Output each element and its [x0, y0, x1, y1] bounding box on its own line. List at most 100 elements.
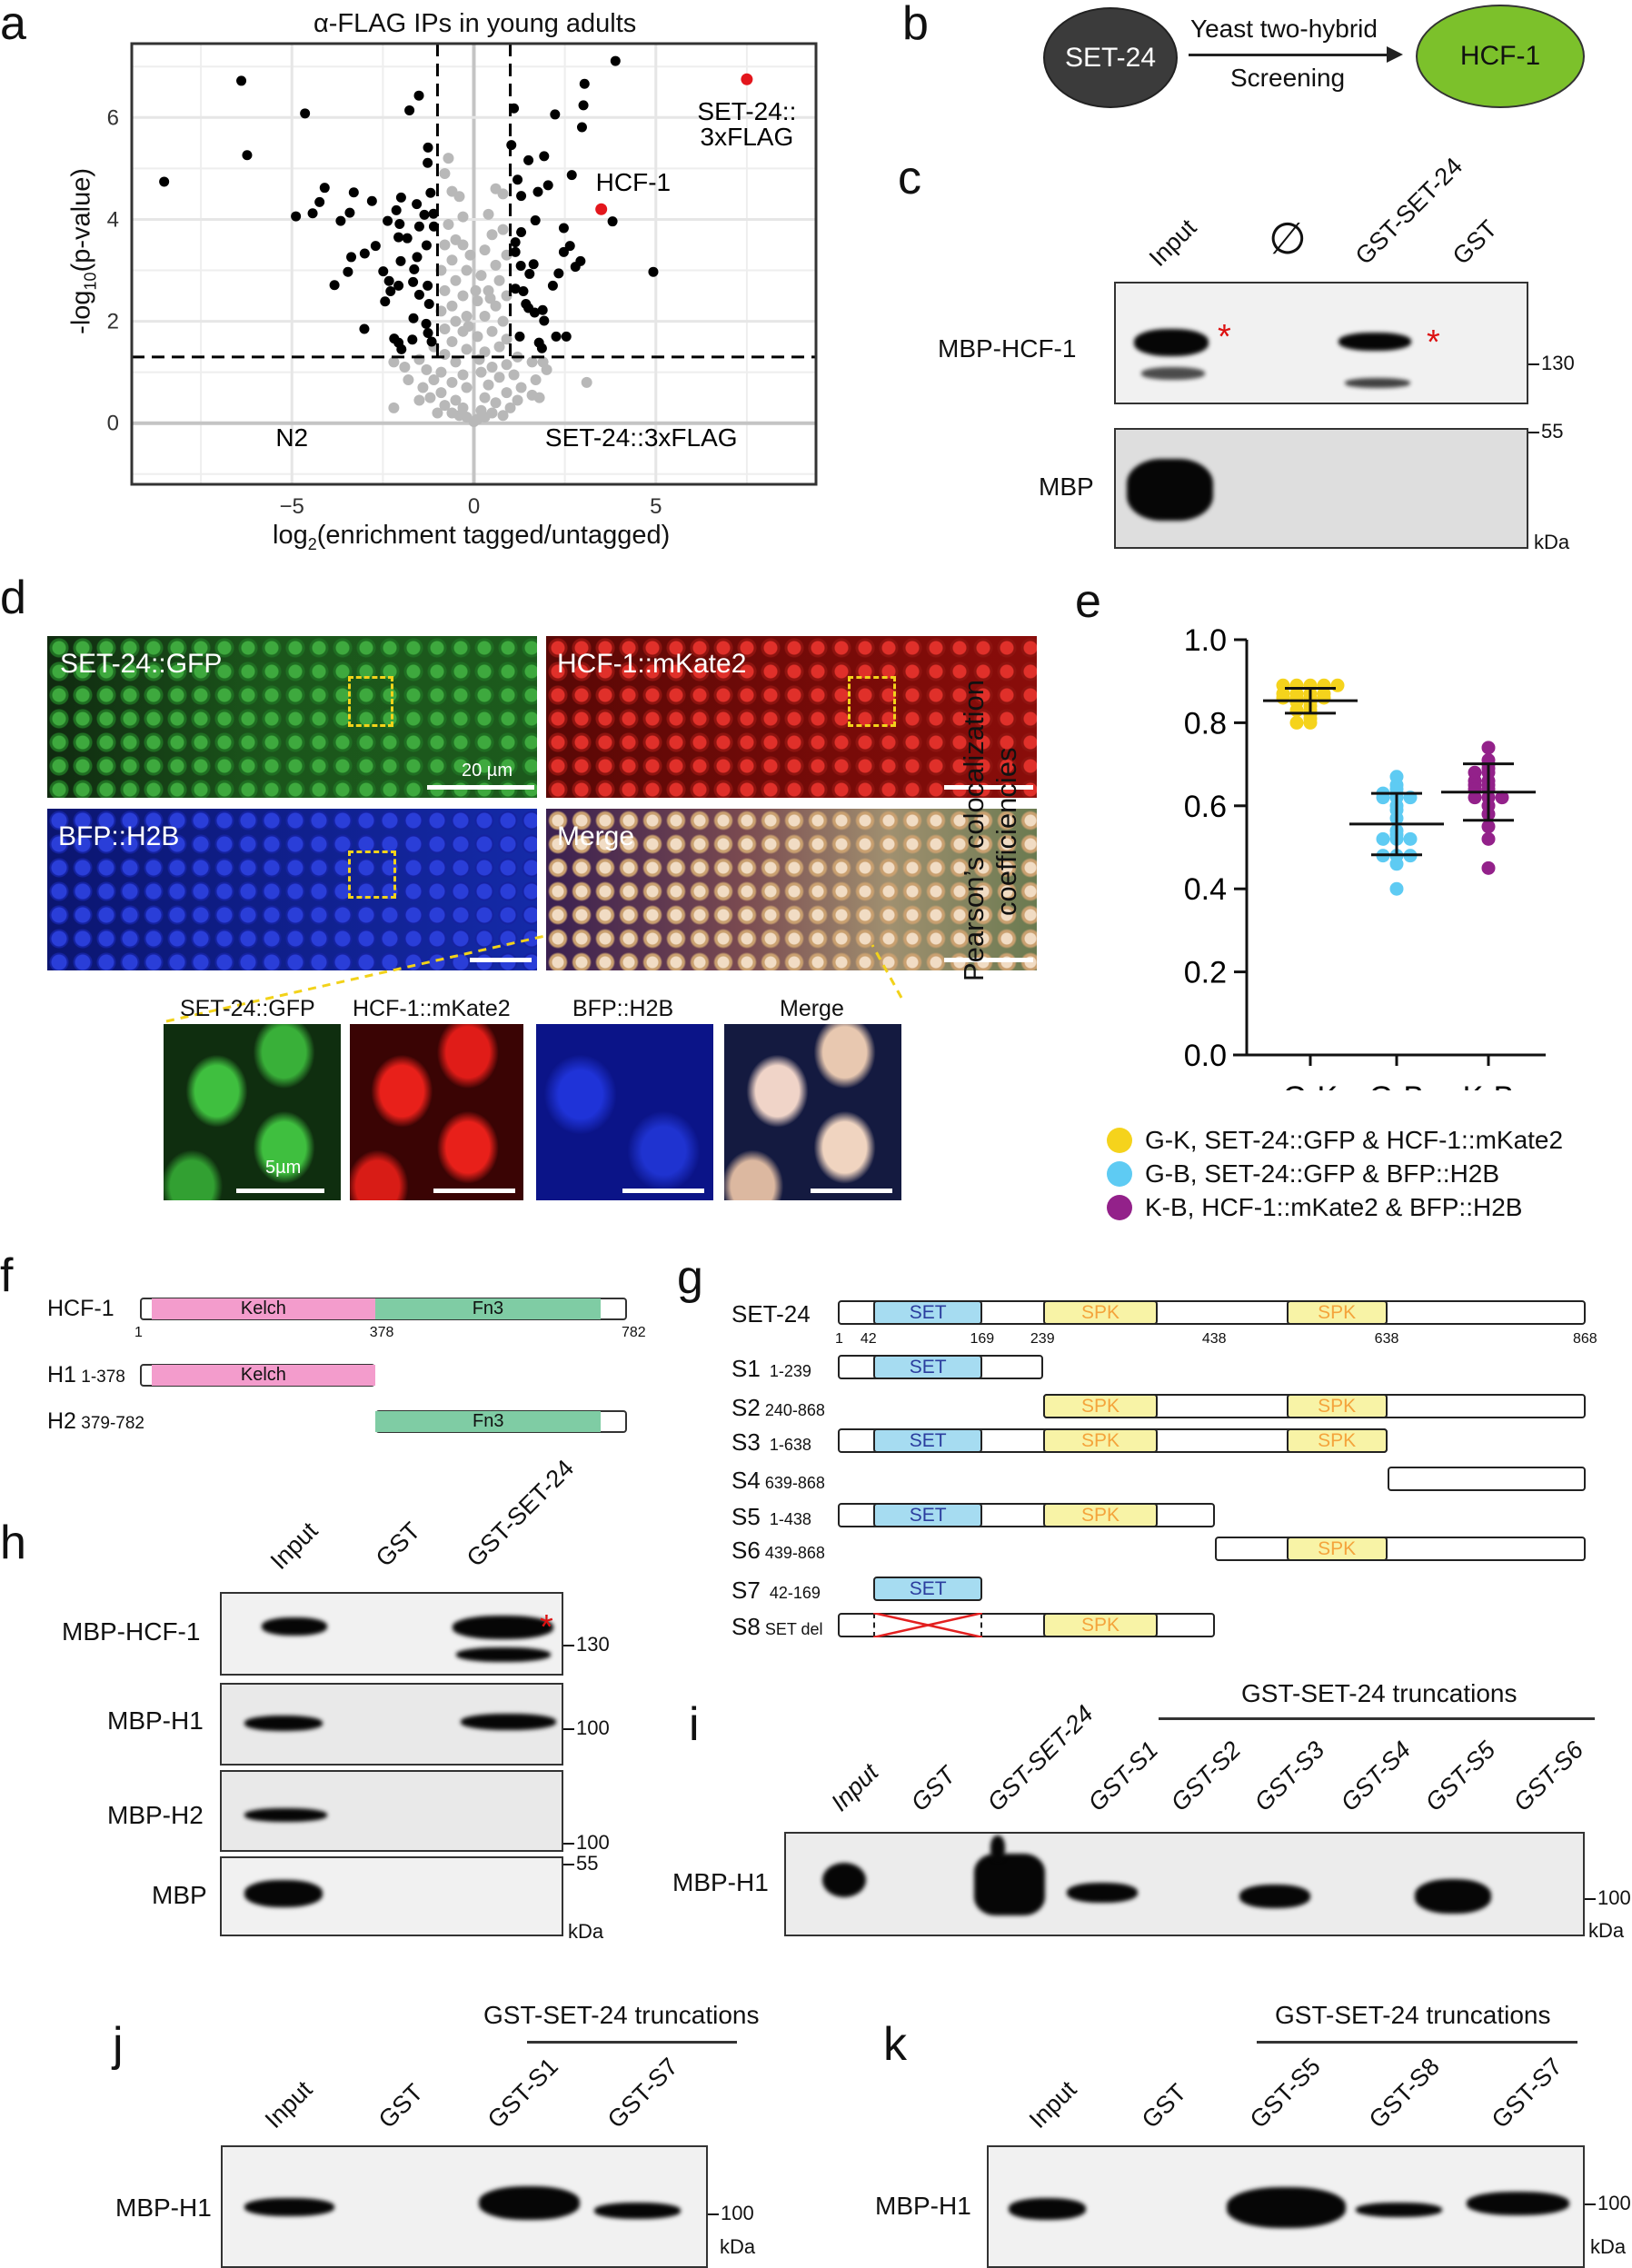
- point-not-significant: [470, 284, 482, 296]
- mw-marker-100: 100: [563, 1833, 610, 1853]
- point-not-significant: [475, 270, 487, 282]
- point-significant: [380, 296, 391, 307]
- point-significant: [515, 260, 526, 271]
- band: [1338, 333, 1411, 351]
- y-tick-label: 0.4: [1184, 872, 1227, 907]
- point-significant: [539, 151, 550, 162]
- point-not-significant: [388, 356, 400, 368]
- point-not-significant: [483, 379, 494, 391]
- legend-swatch: [1107, 1160, 1132, 1187]
- point-not-significant: [493, 341, 505, 353]
- point-significant: [542, 180, 553, 191]
- mw-marker-100: 100: [1585, 2193, 1631, 2213]
- image-title: Merge: [557, 821, 635, 851]
- point-significant: [359, 248, 370, 259]
- row-label-mbp-hcf1: MBP-HCF-1: [938, 334, 1077, 363]
- point-not-significant: [446, 376, 458, 388]
- data-point: [1303, 715, 1318, 730]
- construct-name: S4: [731, 1467, 761, 1494]
- row-label-mbp-h1: MBP-H1: [875, 2192, 971, 2220]
- point-highlighted: [595, 203, 608, 215]
- point-significant: [570, 262, 581, 273]
- point-significant: [426, 336, 437, 347]
- data-point: [1481, 831, 1496, 846]
- lane-label: Input: [1023, 2075, 1082, 2134]
- point-not-significant: [424, 392, 436, 403]
- construct-range: 42-169: [760, 1584, 821, 1602]
- panel-label-a: a: [0, 0, 26, 50]
- point-significant: [512, 174, 523, 185]
- construct-label: S8 SET del: [731, 1613, 823, 1641]
- band: [479, 2186, 580, 2220]
- highlight-label: 3xFLAG: [701, 123, 794, 151]
- point-not-significant: [457, 290, 469, 302]
- scale-bar: [811, 1189, 892, 1193]
- point-not-significant: [453, 191, 465, 203]
- lane-label: GST-S5: [1244, 2052, 1326, 2134]
- point-significant: [343, 266, 353, 277]
- point-significant: [413, 90, 424, 101]
- lane-label: GST-S7: [602, 2052, 683, 2134]
- image-title: SET-24::GFP: [60, 649, 223, 679]
- x-tick-label: 5: [650, 494, 662, 519]
- construct-label: S5 1-438: [731, 1503, 811, 1531]
- point-not-significant: [483, 208, 494, 220]
- zoom-region-box: [348, 676, 393, 727]
- scale-bar-label: 20 µm: [462, 761, 512, 781]
- point-significant: [385, 285, 396, 296]
- residue-tick: 638: [1374, 1331, 1399, 1347]
- point-significant: [413, 221, 424, 232]
- point-significant: [529, 307, 540, 318]
- set24-node: SET-24: [1043, 7, 1178, 108]
- hcf1-node: HCF-1: [1416, 5, 1585, 108]
- point-not-significant: [490, 397, 502, 409]
- construct-name: S6: [731, 1537, 761, 1564]
- scale-bar: [944, 958, 1033, 962]
- residue-tick: 868: [1573, 1331, 1597, 1347]
- residue-tick: 1: [134, 1325, 143, 1340]
- point-significant: [404, 104, 415, 115]
- data-point: [1330, 678, 1345, 692]
- point-not-significant: [479, 244, 491, 256]
- point-significant: [412, 199, 423, 210]
- construct-label: S7 42-169: [731, 1577, 821, 1605]
- legend-swatch: [1107, 1194, 1132, 1220]
- highlight-label: SET-24::: [697, 97, 796, 125]
- point-significant: [421, 240, 432, 251]
- construct-range: SET del: [760, 1620, 823, 1638]
- lane-label: Input: [825, 1758, 884, 1816]
- construct-name: SET-24: [731, 1300, 811, 1328]
- point-significant: [344, 207, 355, 218]
- point-significant: [236, 75, 247, 86]
- data-point: [1376, 831, 1390, 846]
- domain-set: SET: [872, 1503, 983, 1527]
- construct-range: 1-378: [75, 1368, 125, 1387]
- blot-mbp: [220, 1856, 563, 1936]
- lane-label: Input: [259, 2075, 318, 2134]
- band: [990, 1835, 1005, 1861]
- construct-label: S6 439-868: [731, 1537, 825, 1565]
- point-significant: [291, 211, 302, 222]
- data-point: [1389, 881, 1404, 896]
- y-tick-label: 4: [107, 207, 119, 232]
- point-not-significant: [439, 284, 451, 296]
- point-not-significant: [461, 264, 473, 276]
- inset-merge: [724, 1024, 901, 1200]
- band: [244, 1880, 323, 1907]
- construct-label: SET-24: [731, 1300, 811, 1328]
- point-not-significant: [479, 310, 491, 322]
- row-label-mbp-h2: MBP-H2: [107, 1801, 204, 1829]
- band: [456, 1647, 551, 1662]
- point-significant: [408, 276, 419, 287]
- group-label-truncations: GST-SET-24 truncations: [1241, 1679, 1518, 1707]
- panel-label-e: e: [1075, 575, 1101, 628]
- construct-label: S3 1-638: [731, 1428, 811, 1457]
- point-not-significant: [486, 325, 498, 337]
- point-significant: [510, 284, 521, 294]
- band: [1067, 1883, 1138, 1903]
- point-significant: [359, 323, 370, 334]
- construct-name: S8: [731, 1613, 761, 1640]
- group-bracket-line: [1257, 2041, 1577, 2044]
- point-not-significant: [468, 416, 480, 428]
